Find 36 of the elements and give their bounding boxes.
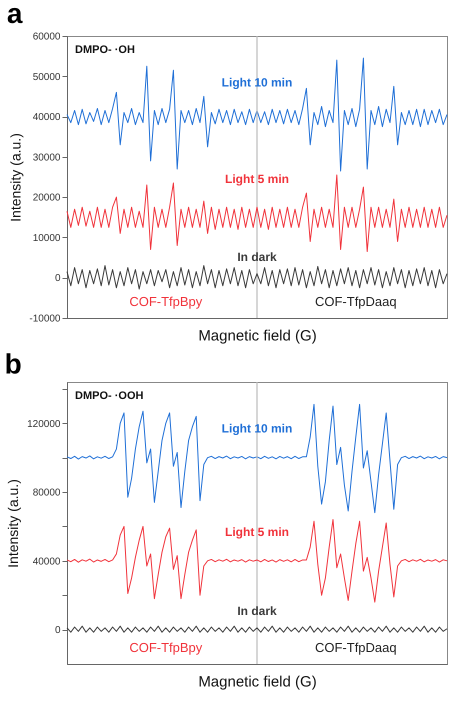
y-tick-label: -10000 [29,314,61,324]
y-tick-label: 40000 [32,556,61,568]
y-tick-label: 80000 [32,488,61,499]
y-tick-label: 10000 [32,232,61,244]
line-series [66,626,448,633]
x-axis-title: Magnetic field (G) [198,328,317,344]
y-tick-label: 40000 [32,112,61,124]
series-label: In dark [237,604,277,618]
y-tick-label: 0 [54,625,61,636]
y-tick-label: 20000 [32,192,61,204]
y-tick-label: 0 [54,273,61,284]
series-label: Light 5 min [225,172,289,186]
line-series [66,519,448,603]
line-series [66,174,448,252]
series-label: Light 10 min [222,75,292,90]
y-tick-label: 50000 [32,72,61,83]
y-axis-title: Intensity (a.u.) [5,479,22,568]
annotation: COF-TfpBpy [129,294,203,309]
annotation: COF-TfpBpy [129,640,203,655]
annotation: DMPO- ·OH [75,44,135,56]
series-label: Light 5 min [225,524,289,539]
line-series [66,404,448,514]
annotation: DMPO- ·OOH [75,390,144,402]
line-series [66,58,448,172]
y-tick-label: 120000 [27,418,61,430]
annotation: COF-TfpDaaq [314,640,397,655]
y-axis-title: Intensity (a.u.) [7,133,24,222]
series-label: In dark [237,250,277,264]
annotation: COF-TfpDaaq [314,294,397,309]
y-tick-label: 60000 [32,32,61,42]
chart-title: a [6,0,23,29]
line-series [66,265,448,290]
series-label: Light 10 min [222,422,292,436]
y-tick-label: 30000 [32,152,61,164]
x-axis-title: Magnetic field (G) [198,674,317,690]
chart-title: b [4,348,22,380]
